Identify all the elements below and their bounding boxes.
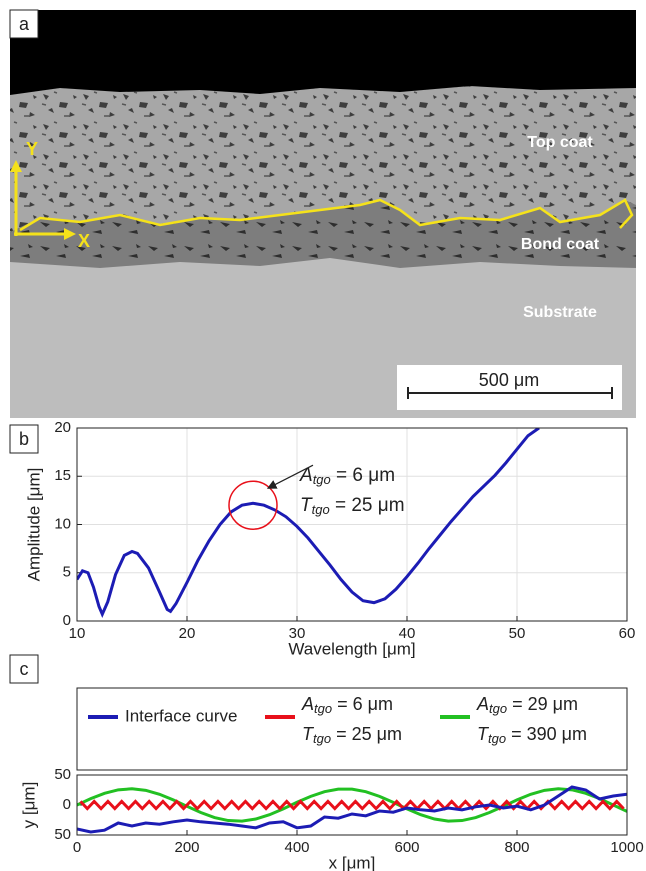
scale-bar xyxy=(407,387,613,399)
math-text-rest: = 25 μm xyxy=(331,724,402,744)
y-tick-label: 15 xyxy=(54,467,71,484)
micrograph: Y X Top coat Bond coat Substrate 500 μm … xyxy=(9,9,636,418)
panel-label-box xyxy=(9,654,39,684)
panel-label: a xyxy=(19,14,30,34)
top-coat-region xyxy=(10,86,636,232)
data-line xyxy=(77,785,627,834)
panel-label-box xyxy=(9,424,39,454)
panel-label-box xyxy=(9,9,39,39)
legend-label: Interface curve xyxy=(125,706,237,725)
data-line xyxy=(79,799,625,811)
y-tick-label: 50 xyxy=(54,826,71,843)
scale-bar-label: 500 μm xyxy=(479,370,539,390)
axis-y-label: Y xyxy=(26,139,38,159)
y-tick-label: 5 xyxy=(63,564,71,581)
x-tick-label: 40 xyxy=(399,625,416,642)
math-text: Ttgo = 390 μm xyxy=(477,724,587,747)
math-text-rest: = 390 μm xyxy=(506,724,587,744)
layer-label: Top coat xyxy=(527,134,593,151)
axis-x-label: X xyxy=(78,231,90,251)
x-tick-label: 200 xyxy=(174,839,199,856)
x-tick-label: 400 xyxy=(284,839,309,856)
y-axis-label: Amplitude [μm] xyxy=(24,468,43,582)
x-tick-label: 800 xyxy=(504,839,529,856)
math-text-rest: = 29 μm xyxy=(507,694,578,714)
data-line xyxy=(77,787,627,823)
math-symbol: T xyxy=(477,724,490,744)
data-line xyxy=(77,428,540,619)
y-tick-label: 50 xyxy=(54,766,71,783)
interface-line xyxy=(19,198,634,232)
math-text: Atgo = 6 μm xyxy=(301,694,393,717)
y-axis-label: y [μm] xyxy=(19,782,38,829)
y-tick-label: 0 xyxy=(63,612,71,629)
x-tick-label: 60 xyxy=(619,625,636,642)
math-subscript: tgo xyxy=(489,701,507,716)
math-text: Ttgo = 25 μm xyxy=(300,495,405,517)
scale-bar-box xyxy=(397,365,622,410)
plot-frame xyxy=(76,774,628,836)
layer-label: Bond coat xyxy=(521,236,600,253)
x-tick-label: 10 xyxy=(69,625,86,642)
math-subscript: tgo xyxy=(488,731,506,746)
math-subscript: tgo xyxy=(313,472,331,487)
math-text: Atgo = 29 μm xyxy=(476,694,578,717)
x-arrowhead xyxy=(64,228,76,240)
math-text-rest: = 6 μm xyxy=(332,694,393,714)
annotation-arrow xyxy=(266,464,314,489)
math-subscript: tgo xyxy=(312,502,330,517)
math-text-rest: = 25 μm xyxy=(330,495,405,516)
panel-label: b xyxy=(19,429,29,449)
panel-label: c xyxy=(20,659,29,679)
x-tick-label: 50 xyxy=(509,625,526,642)
x-tick-label: 30 xyxy=(289,625,306,642)
math-subscript: tgo xyxy=(314,701,332,716)
y-tick-label: 0 xyxy=(63,796,71,813)
math-symbol: A xyxy=(476,694,489,714)
y-tick-label: 10 xyxy=(54,515,71,532)
x-tick-label: 20 xyxy=(179,625,196,642)
x-tick-label: 0 xyxy=(73,839,81,856)
math-symbol: A xyxy=(301,694,314,714)
x-axis-label: x [μm] xyxy=(329,853,376,871)
x-tick-label: 1000 xyxy=(610,839,643,856)
math-symbol: T xyxy=(300,495,313,516)
math-symbol: A xyxy=(299,465,313,486)
legend-box xyxy=(76,687,628,771)
y-arrowhead xyxy=(10,160,22,172)
math-symbol: T xyxy=(302,724,315,744)
x-tick-label: 600 xyxy=(394,839,419,856)
x-axis-label: Wavelength [μm] xyxy=(288,639,415,658)
plot-frame xyxy=(76,427,628,622)
y-tick-label: 20 xyxy=(54,419,71,436)
highlight-circle xyxy=(228,480,278,530)
math-text: Atgo = 6 μm xyxy=(299,465,395,487)
math-text: Ttgo = 25 μm xyxy=(302,724,402,747)
mount-region xyxy=(10,10,636,95)
math-subscript: tgo xyxy=(313,731,331,746)
layer-label: Substrate xyxy=(523,304,597,321)
math-text-rest: = 6 μm xyxy=(331,465,395,486)
